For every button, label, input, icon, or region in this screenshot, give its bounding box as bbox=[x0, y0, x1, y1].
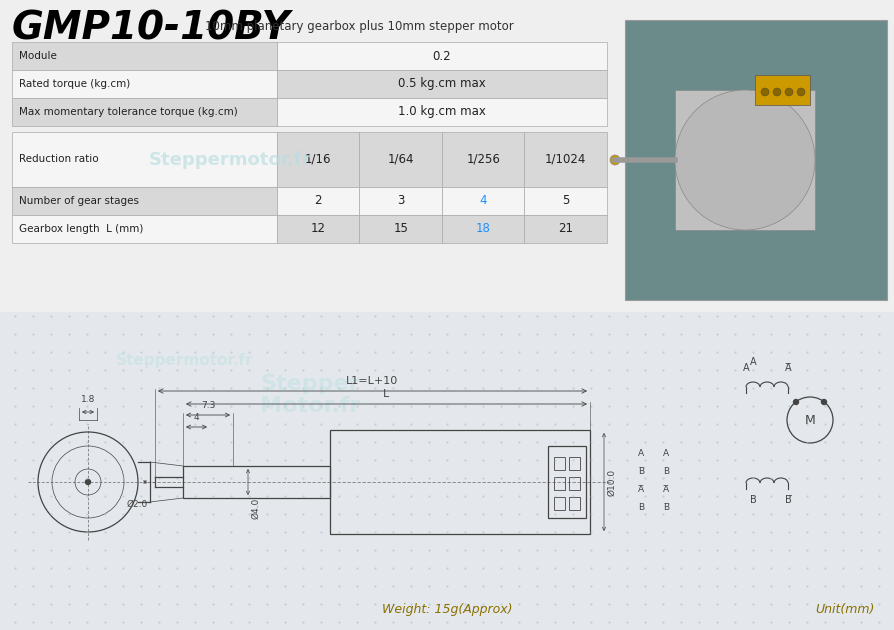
Bar bbox=[442, 187, 524, 215]
Text: A: A bbox=[749, 357, 755, 367]
Text: 1/256: 1/256 bbox=[466, 153, 500, 166]
Text: 15: 15 bbox=[392, 222, 408, 236]
Bar bbox=[755, 75, 809, 105]
Bar bbox=[276, 187, 359, 215]
Text: 4: 4 bbox=[193, 413, 198, 422]
Text: 18: 18 bbox=[476, 222, 490, 236]
Bar bbox=[524, 215, 606, 243]
Bar bbox=[359, 215, 442, 243]
Text: 5: 5 bbox=[561, 195, 569, 207]
Text: A̅: A̅ bbox=[662, 486, 669, 495]
Text: Unit(mm): Unit(mm) bbox=[814, 603, 874, 616]
Text: M: M bbox=[804, 413, 814, 427]
Text: A̅: A̅ bbox=[637, 486, 644, 495]
Text: B̅: B̅ bbox=[662, 503, 669, 512]
Text: GMP10-10BY: GMP10-10BY bbox=[12, 9, 291, 47]
Bar bbox=[12, 98, 276, 126]
Text: Module: Module bbox=[19, 51, 57, 61]
Text: Ø4.0: Ø4.0 bbox=[251, 497, 260, 518]
Circle shape bbox=[86, 479, 90, 484]
Text: Stepper
Motor.fr: Stepper Motor.fr bbox=[259, 374, 359, 416]
Text: 1/16: 1/16 bbox=[305, 153, 331, 166]
Text: 0.5 kg.cm max: 0.5 kg.cm max bbox=[398, 77, 485, 91]
Text: Steppermotor.fr: Steppermotor.fr bbox=[116, 353, 254, 367]
Bar bbox=[569, 457, 579, 470]
Text: A: A bbox=[742, 363, 748, 373]
Bar bbox=[359, 132, 442, 187]
Text: L1=L+10: L1=L+10 bbox=[346, 376, 398, 386]
Text: 1/64: 1/64 bbox=[387, 153, 414, 166]
Bar bbox=[330, 430, 589, 534]
Bar bbox=[276, 215, 359, 243]
Bar bbox=[442, 132, 524, 187]
Circle shape bbox=[797, 88, 804, 96]
Text: B: B bbox=[637, 503, 644, 512]
Text: 10mm planetary gearbox plus 10mm stepper motor: 10mm planetary gearbox plus 10mm stepper… bbox=[205, 20, 513, 33]
Text: Rated torque (kg.cm): Rated torque (kg.cm) bbox=[19, 79, 131, 89]
Circle shape bbox=[784, 88, 792, 96]
Bar bbox=[276, 132, 359, 187]
Bar bbox=[12, 42, 276, 70]
Text: Max momentary tolerance torque (kg.cm): Max momentary tolerance torque (kg.cm) bbox=[19, 107, 238, 117]
Bar bbox=[569, 477, 579, 490]
Bar bbox=[12, 132, 276, 187]
Text: 1/1024: 1/1024 bbox=[544, 153, 586, 166]
Text: A: A bbox=[637, 449, 644, 459]
Bar bbox=[0, 312, 894, 630]
Bar bbox=[359, 187, 442, 215]
Text: B̅: B̅ bbox=[784, 495, 790, 505]
Text: 7.3: 7.3 bbox=[200, 401, 215, 410]
Text: A: A bbox=[662, 449, 669, 459]
Bar bbox=[442, 215, 524, 243]
Circle shape bbox=[610, 155, 620, 165]
Bar bbox=[276, 70, 606, 98]
Text: B: B bbox=[662, 467, 669, 476]
Text: Gearbox length  L (mm): Gearbox length L (mm) bbox=[19, 224, 143, 234]
Text: 1.0 kg.cm max: 1.0 kg.cm max bbox=[398, 105, 485, 118]
Bar bbox=[553, 457, 564, 470]
Text: Reduction ratio: Reduction ratio bbox=[19, 154, 98, 164]
Bar bbox=[12, 215, 276, 243]
Bar bbox=[12, 70, 276, 98]
Text: L: L bbox=[383, 389, 389, 399]
Bar bbox=[674, 90, 814, 230]
Text: 0.2: 0.2 bbox=[432, 50, 451, 62]
Circle shape bbox=[772, 88, 780, 96]
Bar bbox=[553, 477, 564, 490]
Circle shape bbox=[760, 88, 768, 96]
Text: B̅: B̅ bbox=[637, 467, 644, 476]
Bar bbox=[553, 497, 564, 510]
Bar bbox=[276, 42, 606, 70]
Circle shape bbox=[821, 399, 825, 404]
Text: 21: 21 bbox=[558, 222, 573, 236]
Text: 3: 3 bbox=[397, 195, 404, 207]
Bar bbox=[182, 466, 330, 498]
Bar bbox=[276, 98, 606, 126]
Text: 4: 4 bbox=[479, 195, 486, 207]
Circle shape bbox=[793, 399, 797, 404]
Text: 1.8: 1.8 bbox=[80, 395, 95, 404]
Text: 2: 2 bbox=[314, 195, 322, 207]
Text: Number of gear stages: Number of gear stages bbox=[19, 196, 139, 206]
Text: A̅: A̅ bbox=[784, 363, 790, 373]
Text: Steppermotor.fr: Steppermotor.fr bbox=[148, 151, 311, 169]
Text: 12: 12 bbox=[310, 222, 325, 236]
Text: Ø2.0: Ø2.0 bbox=[126, 500, 148, 508]
Text: B: B bbox=[749, 495, 755, 505]
Bar bbox=[524, 132, 606, 187]
Bar bbox=[547, 446, 586, 518]
Circle shape bbox=[674, 90, 814, 230]
Bar bbox=[569, 497, 579, 510]
Bar bbox=[12, 187, 276, 215]
Text: Ø10.0: Ø10.0 bbox=[607, 469, 616, 496]
Bar bbox=[624, 20, 886, 300]
Bar bbox=[524, 187, 606, 215]
Text: Weight: 15g(Approx): Weight: 15g(Approx) bbox=[382, 603, 511, 616]
